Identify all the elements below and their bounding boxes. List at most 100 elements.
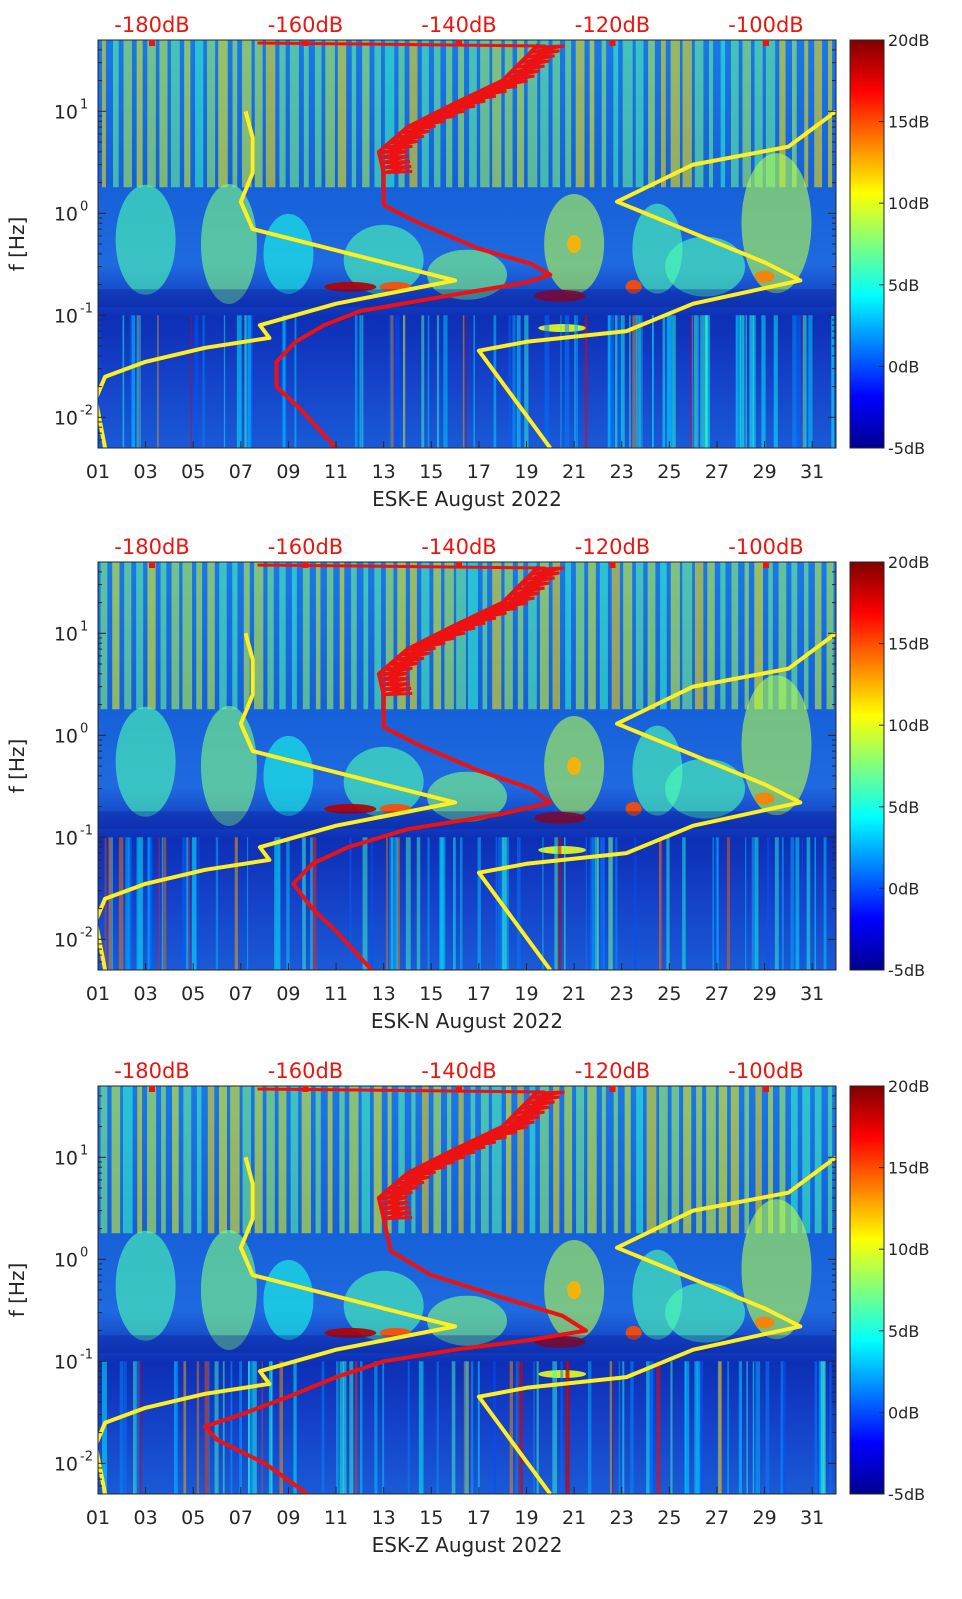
x-tick-label: 15 (419, 983, 443, 1005)
colorbar-label: 0dB (888, 1403, 919, 1422)
series-curve-jagged (378, 1090, 565, 1221)
spectrogram-hotspot (625, 801, 642, 816)
spectrogram-streak (659, 1086, 668, 1234)
spectrogram-streak (398, 40, 405, 188)
spectrogram-low-stripe (802, 315, 804, 448)
spectrogram-streak (207, 562, 215, 710)
spectrogram-low-stripe (727, 1361, 730, 1494)
spectrogram-low-stripe (427, 315, 430, 448)
spectrogram-streak (492, 40, 502, 188)
spectrogram-streak (137, 1086, 143, 1234)
spectrogram-low-stripe (575, 315, 579, 448)
x-tick-label: 05 (181, 461, 205, 483)
spectrogram-low-stripe (702, 315, 708, 448)
spectrogram-low-stripe (524, 315, 529, 448)
y-tick-exponent: -1 (80, 1347, 93, 1362)
spectrogram-low-stripe (749, 315, 755, 448)
spectrogram-low-stripe (829, 1361, 832, 1494)
spectrogram-streak (804, 40, 809, 188)
spectrogram-streak (361, 1086, 371, 1234)
x-tick-label: 07 (229, 983, 253, 1005)
spectrogram-blob (200, 1230, 257, 1350)
spectrogram-streak (363, 562, 369, 710)
spectrogram-streak (707, 562, 715, 710)
spectrogram-hotspot (625, 1325, 642, 1340)
spectrogram-streak (804, 562, 809, 710)
spectrogram-streak (385, 562, 394, 710)
spectrogram-low-stripe (685, 1361, 690, 1494)
colorbar-label: -5dB (888, 439, 925, 458)
spectrogram-low-stripe (509, 1361, 514, 1494)
spectrogram-streak (660, 562, 667, 710)
spectrogram-low-stripe (560, 1361, 564, 1494)
spectrogram-low-stripe (98, 315, 101, 448)
spectrogram-streak (491, 1086, 502, 1234)
spectrogram-streak (170, 40, 180, 188)
spectrogram-low-stripe (666, 837, 670, 970)
spectrogram-streak (539, 562, 549, 710)
y-tick-exponent: 0 (80, 1245, 88, 1260)
colorbar-label: 0dB (888, 879, 919, 898)
spectrogram-streak (325, 40, 335, 188)
spectrogram-low-stripe (740, 315, 744, 448)
spectrogram-streak (765, 40, 776, 188)
spectrogram-low-stripe (138, 1361, 142, 1494)
spectrogram-low-stripe (394, 837, 399, 970)
spectrogram-low-stripe (222, 1361, 225, 1494)
spectrogram-streak (195, 40, 204, 188)
spectrogram-hotspot (324, 803, 377, 814)
spectrogram-streak (184, 40, 191, 188)
y-tick-exponent: -1 (80, 301, 93, 316)
spectrogram-streak (136, 562, 144, 710)
spectrogram-streak (791, 40, 797, 188)
spectrogram-low-stripe (236, 315, 242, 448)
spectrogram-low-stripe (700, 1361, 704, 1494)
spectrogram-streak (480, 1086, 489, 1234)
spectrogram-streak (790, 1086, 798, 1234)
spectrogram-low-stripe (609, 1361, 612, 1494)
spectrogram-low-stripe (608, 315, 611, 448)
spectrogram-low-stripe (261, 1361, 263, 1494)
spectrogram-low-stripe (806, 837, 811, 970)
top-axis-label: -100dB (728, 1059, 803, 1083)
top-axis-tick (456, 562, 462, 568)
spectrogram-low-stripe (697, 315, 700, 448)
y-tick-exponent: -1 (80, 823, 93, 838)
spectrogram-low-stripe (805, 315, 807, 448)
x-tick-label: 23 (610, 1507, 634, 1529)
x-tick-label: 19 (514, 983, 538, 1005)
spectrogram-low-stripe (244, 315, 246, 448)
top-axis-label: -180dB (114, 535, 189, 559)
spectrogram-hotspot (754, 270, 775, 283)
spectrogram-streak (670, 40, 680, 188)
spectrogram-low-stripe (736, 315, 741, 448)
spectrogram-low-stripe (690, 315, 693, 448)
spectrogram-streak (624, 1086, 631, 1234)
spectrogram-hotspot (567, 235, 582, 253)
spectrogram-low-stripe (382, 1361, 385, 1494)
spectrogram-streak (754, 562, 763, 710)
spectrogram-streak (254, 562, 264, 710)
spectrogram-low-stripe (652, 315, 654, 448)
spectrogram-streak (575, 562, 585, 710)
x-tick-label: 21 (562, 1507, 586, 1529)
spectrogram-streak (398, 1086, 405, 1234)
x-tick-label: 27 (705, 1507, 729, 1529)
spectrogram-streak (623, 562, 633, 710)
spectrogram-low-stripe (214, 1361, 219, 1494)
series-curve-0 (98, 110, 458, 448)
x-tick-label: 05 (181, 983, 205, 1005)
spectrogram-low-stripe (421, 315, 425, 448)
colorbar-label: 20dB (888, 1077, 930, 1096)
spectrogram-low-stripe (246, 837, 249, 970)
spectrogram-low-stripe (735, 315, 738, 448)
x-tick-label: 13 (372, 983, 396, 1005)
spectrogram-streak (613, 1086, 618, 1234)
spectrogram-streak (266, 1086, 275, 1234)
spectrogram-low-stripe (427, 837, 430, 970)
spectrogram-streak (564, 1086, 573, 1234)
spectrogram-low-stripe (670, 1361, 673, 1494)
spectrogram-streak (265, 40, 276, 188)
spectrogram-low-stripe (470, 1361, 474, 1494)
